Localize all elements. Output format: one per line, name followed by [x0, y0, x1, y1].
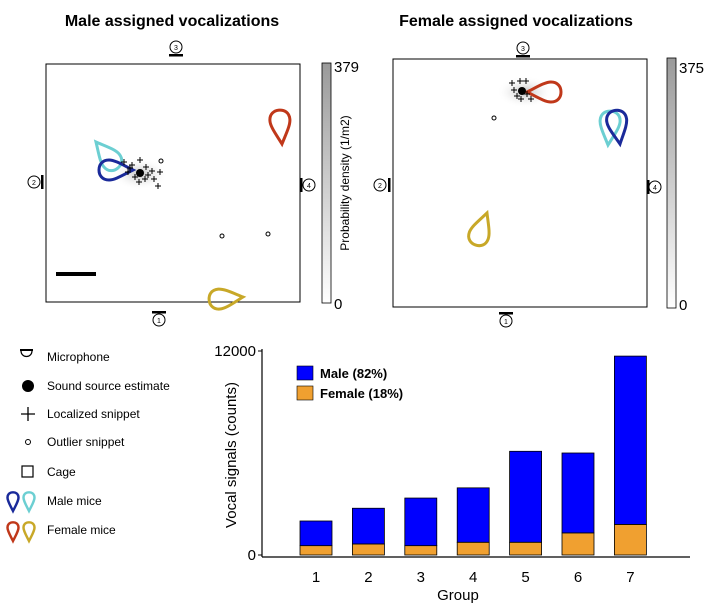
bar-male-group-4 [456, 487, 490, 543]
female-localized-snippets [509, 78, 534, 102]
x-tick-label-3: 3 [417, 569, 425, 586]
mouse-dark-blue-icon [605, 108, 629, 148]
legend-male-label: Male mice [47, 494, 102, 508]
mic-3-icon: 3 [516, 41, 530, 58]
male-outlier-snippets [158, 158, 271, 239]
female-panel-title: Female assigned vocalizations [399, 13, 633, 30]
legend-microphone-icon [20, 349, 33, 358]
female-colorbar [666, 57, 677, 309]
female-source-estimate [518, 87, 526, 95]
mouse-red-icon [268, 108, 292, 148]
female-colorbar-max: 375 [679, 60, 704, 77]
x-tick-label-2: 2 [364, 569, 372, 586]
svg-text:3: 3 [521, 46, 525, 53]
svg-text:1: 1 [504, 319, 508, 326]
svg-text:1: 1 [157, 318, 161, 325]
male-colorbar [321, 62, 332, 304]
svg-text:4: 4 [307, 183, 311, 190]
mic-2-icon: 2 [373, 178, 391, 192]
legend-female-label: Female mice [47, 523, 116, 537]
x-tick-label-5: 5 [521, 569, 529, 586]
legend-cage-label: Cage [47, 465, 76, 479]
male-localized-snippets [121, 157, 163, 189]
x-tick-label-4: 4 [469, 569, 477, 586]
y-tick-label-bottom: 0 [248, 547, 256, 564]
male-colorbar-min: 0 [334, 296, 342, 313]
x-axis-label: Group [437, 587, 479, 604]
male-colorbar-max: 379 [334, 59, 359, 76]
bar-female-group-5 [509, 541, 543, 556]
male-cage [45, 63, 301, 303]
legend-female-red-icon [6, 521, 20, 544]
bar-male-group-5 [509, 450, 543, 543]
legend-female-gold-icon [22, 521, 36, 544]
female-outlier-snippets [491, 115, 497, 121]
bar-male-group-3 [404, 497, 438, 547]
bar-male-group-6 [561, 452, 595, 534]
x-tick-label-1: 1 [312, 569, 320, 586]
mouse-gold-icon [207, 287, 247, 311]
x-tick-labels: 1 2 3 4 5 6 7 [312, 569, 635, 586]
svg-text:2: 2 [378, 183, 382, 190]
mic-1-icon: 1 [499, 312, 513, 328]
legend-source-icon [22, 380, 34, 392]
bar-female-group-3 [404, 545, 438, 556]
male-source-estimate [136, 169, 144, 177]
x-tick-label-6: 6 [574, 569, 582, 586]
legend-localized-label: Localized snippet [47, 407, 140, 421]
mic-2-icon: 2 [27, 175, 44, 189]
female-colorbar-min: 0 [679, 297, 687, 314]
x-tick-label-7: 7 [626, 569, 634, 586]
y-axis-label: Vocal signals (counts) [223, 382, 240, 528]
legend-male-swatch [296, 365, 314, 381]
mic-3-icon: 3 [169, 40, 183, 57]
legend-male-series-label: Male (82%) [320, 366, 387, 381]
legend: Microphone Sound source estimate Localiz… [6, 349, 170, 544]
bar-chart: 12000 0 Vocal signals (counts) Group 1 2 3… [214, 343, 690, 604]
bar-male-group-2 [351, 507, 385, 545]
bars [299, 355, 647, 556]
svg-text:2: 2 [32, 180, 36, 187]
bar-female-group-4 [456, 541, 490, 556]
bar-female-group-6 [561, 532, 595, 556]
legend-localized-icon [21, 407, 35, 421]
bar-female-group-7 [614, 524, 647, 556]
mouse-gold-icon [467, 209, 491, 248]
legend-female-series-label: Female (18%) [320, 386, 403, 401]
scale-bar [56, 272, 96, 276]
legend-outlier-icon [25, 439, 31, 445]
legend-cage-icon [21, 465, 34, 478]
legend-microphone-label: Microphone [47, 350, 110, 364]
legend-male-dark-icon [6, 491, 20, 514]
chart-legend: Male (82%) Female (18%) [296, 365, 403, 401]
mouse-dark-blue-icon [97, 158, 137, 182]
y-tick-label-top: 12000 [214, 343, 256, 360]
bar-female-group-2 [351, 543, 385, 556]
male-panel-title: Male assigned vocalizations [65, 13, 279, 30]
colorbar-label: Probability density (1/m2) [338, 115, 352, 250]
bar-male-group-7 [614, 355, 647, 525]
mic-1-icon: 1 [152, 311, 166, 327]
bar-male-group-1 [299, 520, 333, 547]
legend-female-swatch [296, 385, 314, 401]
mic-4-icon: 4 [300, 178, 316, 192]
bar-female-group-1 [299, 545, 333, 556]
mouse-red-icon [523, 80, 563, 104]
mic-4-icon: 4 [647, 180, 662, 194]
svg-text:4: 4 [653, 185, 657, 192]
legend-source-label: Sound source estimate [47, 379, 170, 393]
legend-male-cyan-icon [22, 491, 36, 514]
svg-text:3: 3 [174, 45, 178, 52]
legend-outlier-label: Outlier snippet [47, 435, 125, 449]
